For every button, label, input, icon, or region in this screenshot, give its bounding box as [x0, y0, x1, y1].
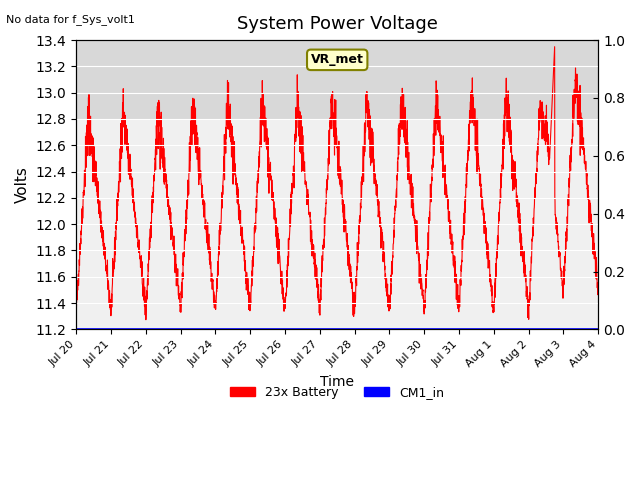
Text: No data for f_Sys_volt1: No data for f_Sys_volt1 [6, 14, 135, 25]
Title: System Power Voltage: System Power Voltage [237, 15, 438, 33]
Text: VR_met: VR_met [311, 53, 364, 66]
Legend: 23x Battery, CM1_in: 23x Battery, CM1_in [225, 381, 449, 404]
X-axis label: Time: Time [320, 375, 354, 389]
Bar [76, 40, 598, 119]
Y-axis label: Volts: Volts [15, 166, 30, 203]
